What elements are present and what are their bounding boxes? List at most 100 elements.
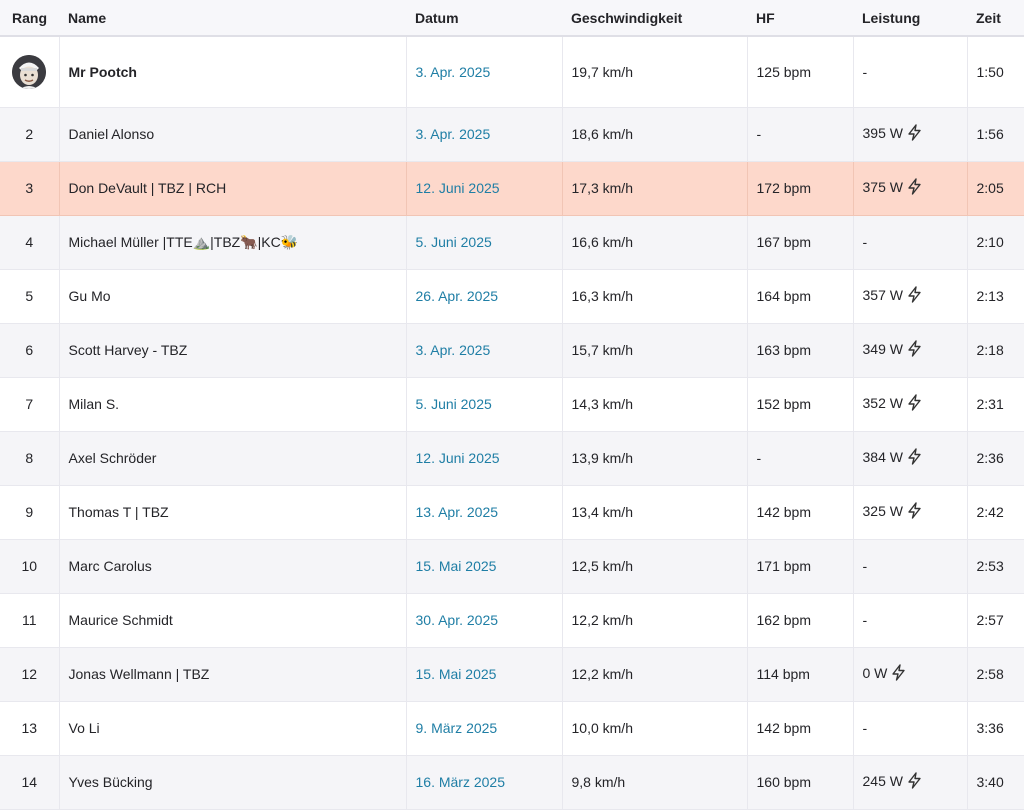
athlete-name[interactable]: Yves Bücking [58, 755, 406, 810]
activity-date: 15. Mai 2025 [405, 647, 562, 702]
time-cell: 2:18 [966, 323, 1024, 378]
power-value: 395 W [862, 125, 903, 141]
activity-date-link[interactable]: 26. Apr. 2025 [415, 288, 499, 304]
table-row[interactable]: 3 Don DeVault | TBZ | RCH 12. Juni 2025 … [0, 161, 1024, 216]
activity-date: 26. Apr. 2025 [405, 269, 562, 324]
table-row[interactable]: 2 Daniel Alonso 3. Apr. 2025 18,6 km/h -… [0, 107, 1024, 162]
athlete-name[interactable]: Vo Li [58, 701, 406, 756]
activity-date-link[interactable]: 12. Juni 2025 [415, 180, 500, 196]
athlete-name[interactable]: Gu Mo [58, 269, 406, 324]
table-row[interactable]: 9 Thomas T | TBZ 13. Apr. 2025 13,4 km/h… [0, 485, 1024, 540]
power-value: 349 W [862, 341, 903, 357]
rank-cell: 4 [0, 215, 59, 270]
speed-cell: 12,2 km/h [561, 593, 747, 648]
power-cell: 357 W [852, 269, 967, 324]
power-cell: 375 W [852, 161, 967, 216]
table-row[interactable]: 8 Axel Schröder 12. Juni 2025 13,9 km/h … [0, 431, 1024, 486]
lightning-bolt-icon [907, 286, 922, 306]
time-cell: 2:31 [966, 377, 1024, 432]
column-header-rank[interactable]: Rang [0, 0, 59, 37]
speed-cell: 16,3 km/h [561, 269, 747, 324]
power-cell: 245 W [852, 755, 967, 810]
table-row[interactable]: 10 Marc Carolus 15. Mai 2025 12,5 km/h 1… [0, 539, 1024, 594]
activity-date-link[interactable]: 15. Mai 2025 [415, 666, 497, 682]
athlete-avatar-icon[interactable] [12, 54, 47, 89]
lightning-bolt-icon [907, 394, 922, 414]
athlete-name[interactable]: Don DeVault | TBZ | RCH [58, 161, 406, 216]
athlete-name[interactable]: Milan S. [58, 377, 406, 432]
column-header-power[interactable]: Leistung [853, 0, 967, 37]
activity-date-link[interactable]: 13. Apr. 2025 [415, 504, 499, 520]
activity-date-link[interactable]: 30. Apr. 2025 [415, 612, 499, 628]
activity-date: 12. Juni 2025 [405, 431, 562, 486]
leaderboard-header: Rang Name Datum Geschwindigkeit HF Leist… [0, 0, 1024, 37]
lightning-bolt-icon [907, 340, 922, 360]
time-cell: 2:13 [966, 269, 1024, 324]
column-header-hf[interactable]: HF [747, 0, 853, 37]
athlete-name[interactable]: Daniel Alonso [58, 107, 406, 162]
time-cell: 2:10 [966, 215, 1024, 270]
activity-date: 15. Mai 2025 [405, 539, 562, 594]
speed-cell: 10,0 km/h [561, 701, 747, 756]
power-value: - [862, 234, 868, 250]
table-row[interactable]: 5 Gu Mo 26. Apr. 2025 16,3 km/h 164 bpm … [0, 269, 1024, 324]
activity-date-link[interactable]: 15. Mai 2025 [415, 558, 497, 574]
hf-cell: - [746, 431, 853, 486]
table-row[interactable]: 14 Yves Bücking 16. März 2025 9,8 km/h 1… [0, 755, 1024, 810]
activity-date-link[interactable]: 12. Juni 2025 [415, 450, 500, 466]
table-row[interactable]: 11 Maurice Schmidt 30. Apr. 2025 12,2 km… [0, 593, 1024, 648]
time-cell: 2:58 [966, 647, 1024, 702]
rank-cell: 12 [0, 647, 59, 702]
table-row[interactable]: 7 Milan S. 5. Juni 2025 14,3 km/h 152 bp… [0, 377, 1024, 432]
power-cell: 352 W [852, 377, 967, 432]
activity-date-link[interactable]: 16. März 2025 [415, 774, 506, 790]
leaderboard-body: Mr Pootch 3. Apr. 2025 19,7 km/h 125 bpm… [0, 36, 1024, 810]
rank-cell [0, 36, 59, 108]
table-row[interactable]: 6 Scott Harvey - TBZ 3. Apr. 2025 15,7 k… [0, 323, 1024, 378]
activity-date-link[interactable]: 3. Apr. 2025 [415, 342, 491, 358]
activity-date-link[interactable]: 5. Juni 2025 [415, 396, 492, 412]
speed-cell: 17,3 km/h [561, 161, 747, 216]
athlete-name[interactable]: Thomas T | TBZ [58, 485, 406, 540]
activity-date-link[interactable]: 9. März 2025 [415, 720, 498, 736]
table-row[interactable]: 13 Vo Li 9. März 2025 10,0 km/h 142 bpm … [0, 701, 1024, 756]
athlete-name[interactable]: Mr Pootch [58, 36, 406, 108]
hf-cell: 172 bpm [746, 161, 853, 216]
column-header-date[interactable]: Datum [406, 0, 562, 37]
table-row[interactable]: 12 Jonas Wellmann | TBZ 15. Mai 2025 12,… [0, 647, 1024, 702]
hf-cell: 142 bpm [746, 485, 853, 540]
time-cell: 2:53 [966, 539, 1024, 594]
time-cell: 2:05 [966, 161, 1024, 216]
activity-date-link[interactable]: 3. Apr. 2025 [415, 126, 491, 142]
lightning-bolt-icon [907, 502, 922, 522]
activity-date: 3. Apr. 2025 [405, 107, 562, 162]
athlete-name[interactable]: Jonas Wellmann | TBZ [58, 647, 406, 702]
athlete-name[interactable]: Maurice Schmidt [58, 593, 406, 648]
speed-cell: 15,7 km/h [561, 323, 747, 378]
lightning-bolt-icon [907, 448, 922, 468]
speed-cell: 13,4 km/h [561, 485, 747, 540]
table-row[interactable]: Mr Pootch 3. Apr. 2025 19,7 km/h 125 bpm… [0, 36, 1024, 108]
power-value: - [862, 720, 868, 736]
activity-date: 3. Apr. 2025 [405, 36, 562, 108]
power-value: 0 W [862, 665, 888, 681]
power-value: 375 W [862, 179, 903, 195]
athlete-name[interactable]: Marc Carolus [58, 539, 406, 594]
activity-date-link[interactable]: 3. Apr. 2025 [415, 63, 491, 80]
athlete-name[interactable]: Scott Harvey - TBZ [58, 323, 406, 378]
athlete-name[interactable]: Michael Müller |TTE⛰️|TBZ🐂|KC🐝 [58, 215, 406, 270]
rank-cell: 6 [0, 323, 59, 378]
time-cell: 3:36 [966, 701, 1024, 756]
column-header-name[interactable]: Name [59, 0, 406, 37]
speed-cell: 19,7 km/h [561, 36, 747, 108]
power-value: - [862, 612, 868, 628]
column-header-time[interactable]: Zeit [967, 0, 1024, 37]
power-value: 245 W [862, 773, 903, 789]
athlete-name[interactable]: Axel Schröder [58, 431, 406, 486]
activity-date-link[interactable]: 5. Juni 2025 [415, 234, 492, 250]
hf-cell: 114 bpm [746, 647, 853, 702]
activity-date: 16. März 2025 [405, 755, 562, 810]
table-row[interactable]: 4 Michael Müller |TTE⛰️|TBZ🐂|KC🐝 5. Juni… [0, 215, 1024, 270]
column-header-speed[interactable]: Geschwindigkeit [562, 0, 747, 37]
power-cell: - [852, 701, 967, 756]
